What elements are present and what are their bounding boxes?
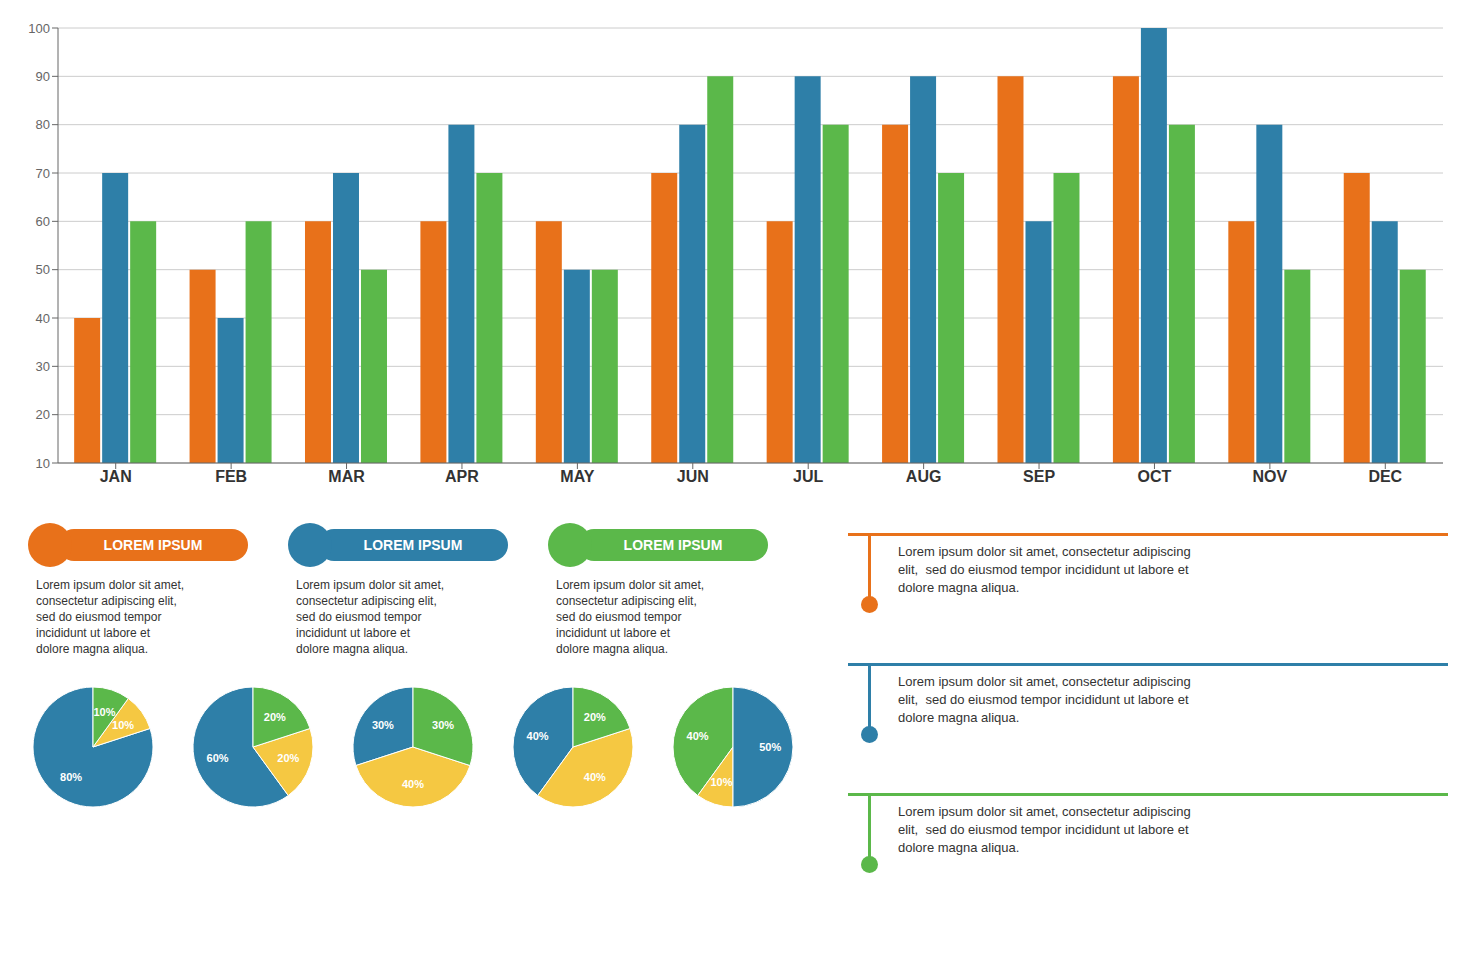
svg-text:70: 70 (36, 166, 50, 181)
svg-text:JAN: JAN (100, 468, 132, 485)
svg-text:50: 50 (36, 262, 50, 277)
svg-text:AUG: AUG (906, 468, 942, 485)
html-text:LOREM IPSUM: LOREM IPSUM (103, 537, 203, 553)
svg-text:MAR: MAR (328, 468, 365, 485)
html-text:Lorem ipsum dolor sit amet, co: Lorem ipsum dolor sit amet, consectetur … (296, 578, 445, 656)
svg-text:DEC: DEC (1368, 468, 1402, 485)
svg-text:NOV: NOV (1253, 468, 1288, 485)
svg-text:JUL: JUL (793, 468, 823, 485)
svg-text:40%: 40% (402, 778, 424, 790)
svg-text:40%: 40% (687, 730, 709, 742)
svg-text:20%: 20% (264, 711, 286, 723)
svg-text:10: 10 (36, 456, 50, 471)
html-text:Lorem ipsum dolor sit amet, co: Lorem ipsum dolor sit amet, consectetur … (898, 544, 1191, 595)
svg-text:20%: 20% (584, 711, 606, 723)
svg-text:10%: 10% (93, 706, 115, 718)
svg-text:OCT: OCT (1138, 468, 1172, 485)
svg-text:30%: 30% (432, 719, 454, 731)
svg-text:100: 100 (28, 21, 50, 36)
svg-text:30: 30 (36, 359, 50, 374)
svg-text:20%: 20% (277, 752, 299, 764)
svg-text:60%: 60% (207, 752, 229, 764)
html-text:Lorem ipsum dolor sit amet, co: Lorem ipsum dolor sit amet, consectetur … (36, 578, 185, 656)
svg-text:10%: 10% (710, 776, 732, 788)
svg-text:40%: 40% (584, 771, 606, 783)
svg-text:40%: 40% (527, 730, 549, 742)
html-text:Lorem ipsum dolor sit amet, co: Lorem ipsum dolor sit amet, consectetur … (898, 804, 1191, 855)
svg-text:80: 80 (36, 117, 50, 132)
svg-text:JUN: JUN (677, 468, 709, 485)
svg-text:40: 40 (36, 311, 50, 326)
svg-text:30%: 30% (372, 719, 394, 731)
svg-text:10%: 10% (112, 719, 134, 731)
svg-text:APR: APR (445, 468, 479, 485)
svg-text:80%: 80% (60, 771, 82, 783)
html-text:Lorem ipsum dolor sit amet, co: Lorem ipsum dolor sit amet, consectetur … (898, 674, 1191, 725)
svg-text:60: 60 (36, 214, 50, 229)
svg-text:90: 90 (36, 69, 50, 84)
html-text:LOREM IPSUM: LOREM IPSUM (363, 537, 463, 553)
svg-text:SEP: SEP (1023, 468, 1055, 485)
html-text:LOREM IPSUM: LOREM IPSUM (623, 537, 723, 553)
svg-text:50%: 50% (759, 741, 781, 753)
html-text:Lorem ipsum dolor sit amet, co: Lorem ipsum dolor sit amet, consectetur … (556, 578, 705, 656)
svg-text:FEB: FEB (215, 468, 247, 485)
svg-text:MAY: MAY (560, 468, 594, 485)
svg-text:20: 20 (36, 407, 50, 422)
